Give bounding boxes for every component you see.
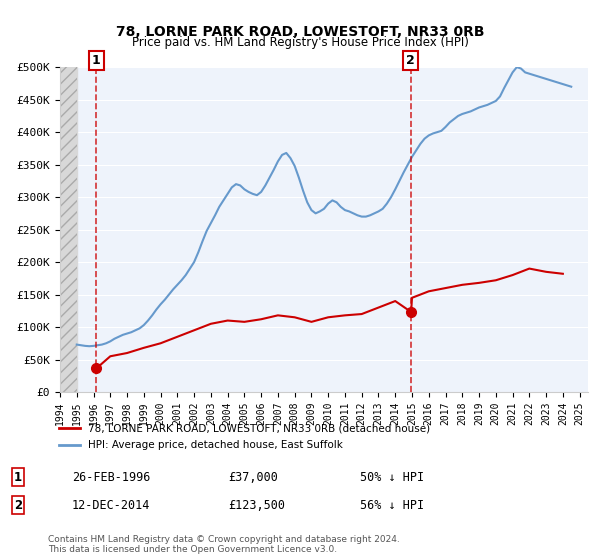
Text: £37,000: £37,000 bbox=[228, 470, 278, 484]
Text: 78, LORNE PARK ROAD, LOWESTOFT, NR33 0RB: 78, LORNE PARK ROAD, LOWESTOFT, NR33 0RB bbox=[116, 25, 484, 39]
Text: £123,500: £123,500 bbox=[228, 498, 285, 512]
Text: 2: 2 bbox=[14, 498, 22, 512]
Text: 50% ↓ HPI: 50% ↓ HPI bbox=[360, 470, 424, 484]
Text: 1: 1 bbox=[92, 54, 100, 67]
Text: 2: 2 bbox=[406, 54, 415, 67]
Text: 56% ↓ HPI: 56% ↓ HPI bbox=[360, 498, 424, 512]
Bar bbox=[60, 67, 77, 392]
Text: 12-DEC-2014: 12-DEC-2014 bbox=[72, 498, 151, 512]
Text: 78, LORNE PARK ROAD, LOWESTOFT, NR33 0RB (detached house): 78, LORNE PARK ROAD, LOWESTOFT, NR33 0RB… bbox=[88, 423, 430, 433]
Bar bbox=[60, 67, 77, 392]
Text: Price paid vs. HM Land Registry's House Price Index (HPI): Price paid vs. HM Land Registry's House … bbox=[131, 36, 469, 49]
Text: Contains HM Land Registry data © Crown copyright and database right 2024.
This d: Contains HM Land Registry data © Crown c… bbox=[48, 535, 400, 554]
Text: 1: 1 bbox=[14, 470, 22, 484]
Text: 26-FEB-1996: 26-FEB-1996 bbox=[72, 470, 151, 484]
Text: HPI: Average price, detached house, East Suffolk: HPI: Average price, detached house, East… bbox=[88, 440, 343, 450]
